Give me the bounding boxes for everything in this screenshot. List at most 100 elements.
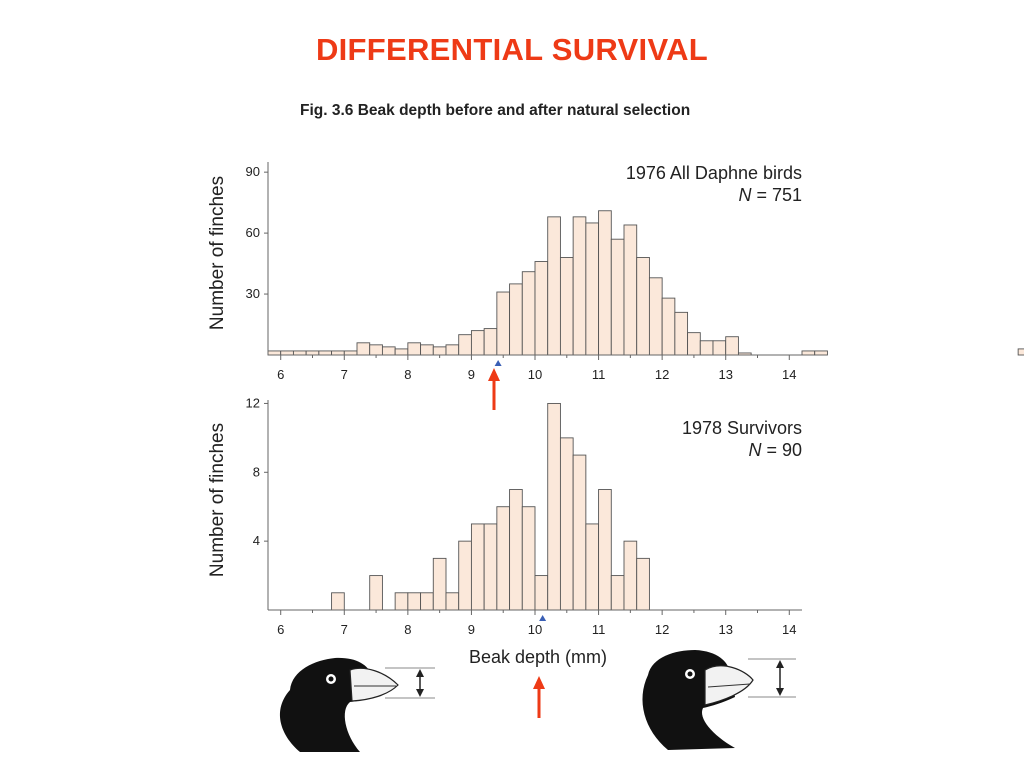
y-tick-label: 8 — [253, 464, 260, 479]
bar — [394, 348, 409, 356]
bar — [699, 340, 714, 356]
bar — [610, 575, 625, 611]
y-tick-label: 12 — [246, 395, 260, 410]
bars-1978 — [331, 402, 650, 611]
bar — [598, 210, 612, 356]
bar — [458, 334, 472, 356]
bar — [509, 283, 523, 356]
mean-marker-icon — [539, 615, 547, 621]
bar — [585, 523, 600, 611]
bar — [534, 261, 549, 356]
y-axis-label-1976: Number of finches — [207, 176, 228, 330]
bar — [280, 350, 294, 356]
bar — [369, 344, 383, 356]
n-value-1976: = 751 — [756, 185, 802, 205]
bar — [547, 216, 561, 356]
n-symbol-1976: N — [738, 185, 752, 205]
bar — [661, 297, 676, 356]
bar — [572, 216, 587, 356]
bar — [559, 437, 574, 611]
beak-depth-arrow-icon — [416, 669, 424, 697]
bar — [305, 350, 320, 356]
up-arrow-icon — [488, 368, 500, 410]
beak-depth-arrow-icon — [776, 660, 784, 696]
bar — [585, 222, 600, 356]
bar — [725, 336, 739, 356]
bar — [420, 344, 434, 356]
up-arrow-icon — [533, 676, 545, 718]
bar — [432, 557, 447, 611]
x-tick-label: 7 — [341, 622, 348, 637]
bar — [814, 350, 828, 356]
slide-title: DIFFERENTIAL SURVIVAL — [315, 32, 709, 67]
x-tick-label: 8 — [404, 622, 411, 637]
bar — [521, 506, 536, 611]
x-tick-label: 8 — [404, 367, 411, 382]
annotation-n-1978: N = 90 — [748, 440, 802, 460]
bar — [521, 271, 536, 356]
n-value-1978: = 90 — [766, 440, 802, 460]
bar — [458, 540, 472, 611]
annotation-title-1978: 1978 Survivors — [682, 418, 802, 438]
bar — [534, 575, 549, 611]
y-tick-label: 30 — [246, 286, 260, 301]
bar — [648, 277, 663, 356]
bar — [1017, 348, 1024, 356]
y-tick-label: 4 — [253, 533, 260, 548]
n-symbol-1978: N — [748, 440, 762, 460]
bar — [445, 592, 460, 611]
bar — [559, 257, 574, 356]
bar — [394, 592, 409, 611]
bar — [572, 454, 587, 611]
finch-head-deep-beak-icon — [642, 650, 796, 750]
bar — [407, 592, 422, 611]
bar — [636, 557, 650, 611]
bar — [470, 523, 485, 611]
x-tick-label: 14 — [782, 622, 796, 637]
bar — [623, 224, 638, 356]
mean-marker-icon — [494, 360, 502, 366]
bar — [331, 592, 345, 611]
bar — [381, 346, 396, 356]
bars-1976 — [267, 210, 1024, 356]
bar — [331, 350, 345, 356]
bar — [509, 489, 523, 611]
bar — [598, 489, 612, 611]
figure-caption: Fig. 3.6 Beak depth before and after nat… — [300, 102, 691, 119]
bar — [801, 350, 816, 356]
x-tick-label: 14 — [782, 367, 796, 382]
y-tick-label: 90 — [246, 164, 260, 179]
bar — [483, 523, 498, 611]
bar — [687, 332, 701, 356]
x-tick-label: 6 — [277, 367, 284, 382]
bar — [369, 575, 383, 611]
bar — [610, 238, 625, 356]
bar — [445, 344, 460, 356]
bar — [318, 350, 333, 356]
x-tick-label: 9 — [468, 367, 475, 382]
x-tick-label: 10 — [528, 367, 542, 382]
bar — [674, 311, 689, 356]
bar — [712, 340, 727, 356]
x-tick-label: 13 — [718, 367, 732, 382]
x-tick-label: 11 — [592, 367, 606, 382]
x-tick-label: 12 — [655, 622, 669, 637]
bar — [470, 330, 485, 356]
histogram-1976: Number of finches 1976 All Daphne birds … — [207, 162, 1024, 382]
bar — [267, 350, 282, 356]
bar — [292, 350, 307, 356]
bar — [432, 346, 447, 356]
bar — [483, 328, 498, 356]
bar — [356, 342, 371, 356]
bar — [420, 592, 434, 611]
finch-head-narrow-beak-icon — [279, 657, 435, 752]
y-axis-label-1978: Number of finches — [207, 423, 228, 577]
bar — [636, 257, 650, 356]
x-tick-label: 10 — [528, 622, 542, 637]
x-tick-label: 7 — [341, 367, 348, 382]
histogram-1978: Number of finches 1978 Survivors N = 90 B… — [207, 395, 802, 667]
bar — [496, 506, 511, 611]
annotation-title-1976: 1976 All Daphne birds — [626, 163, 802, 183]
x-tick-label: 11 — [592, 622, 606, 637]
x-axis-label: Beak depth (mm) — [469, 647, 607, 667]
